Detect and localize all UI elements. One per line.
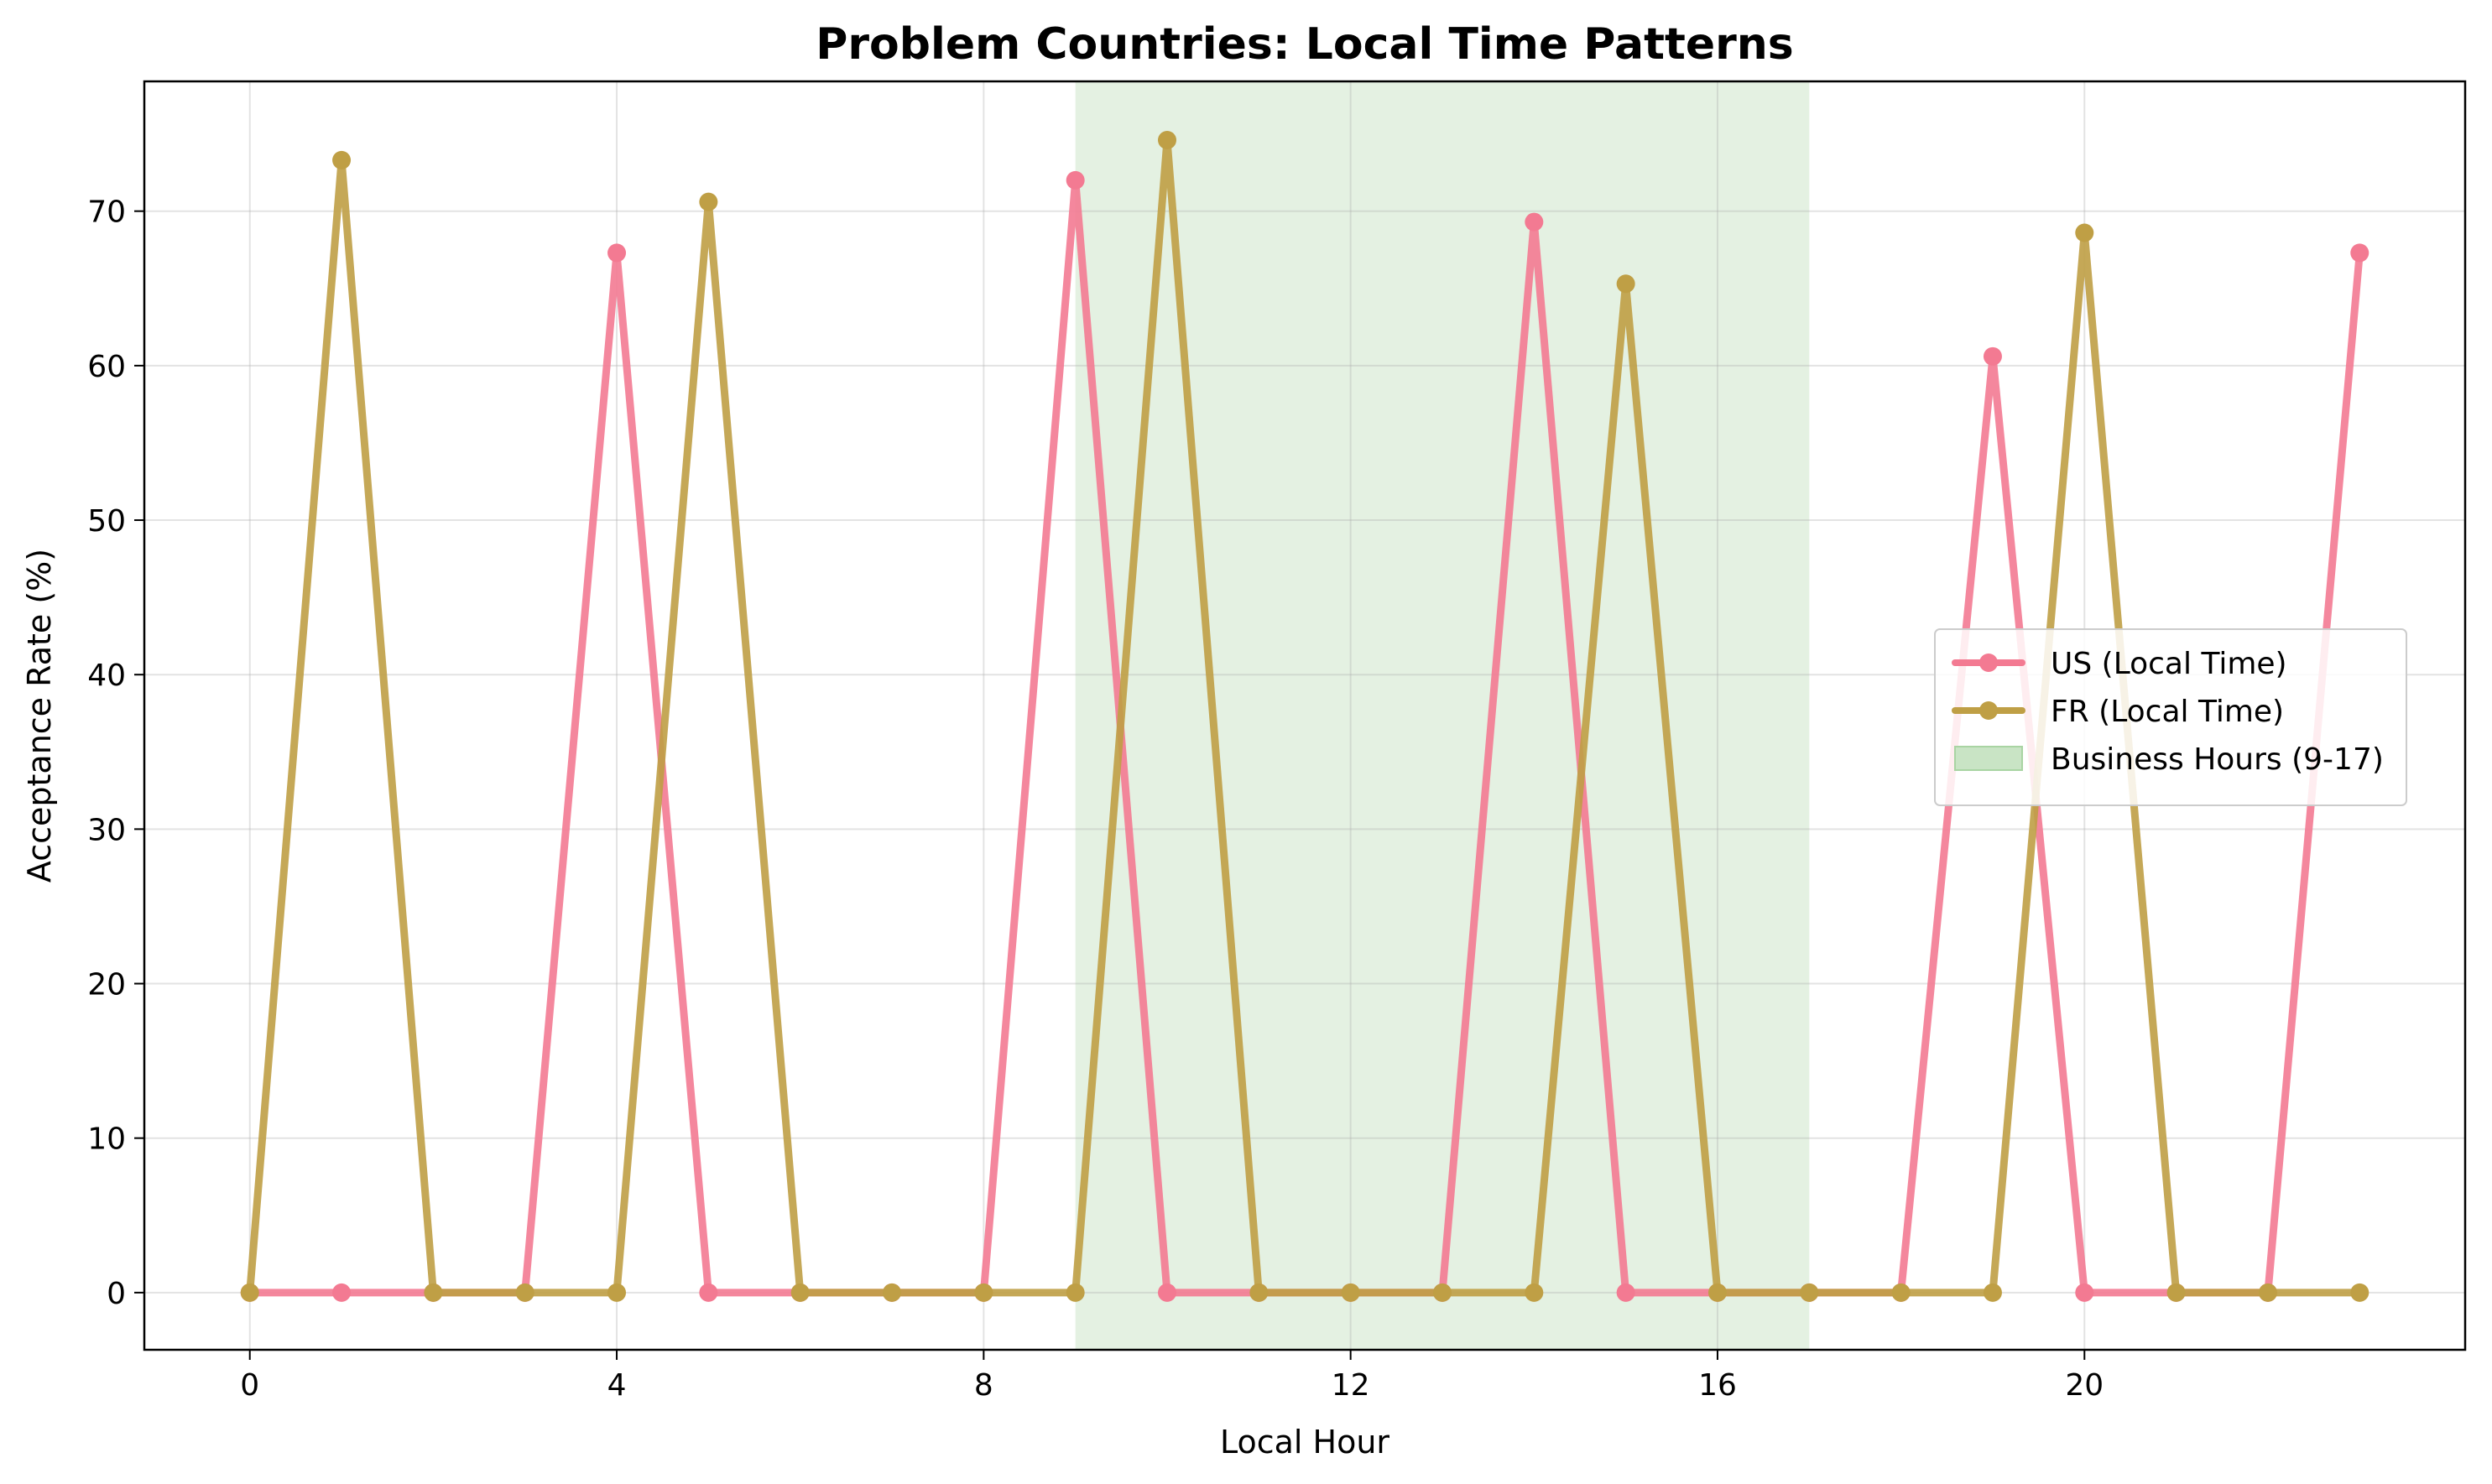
chart-title: Problem Countries: Local Time Patterns (816, 19, 1793, 70)
x-tick-label: 12 (1332, 1368, 1370, 1403)
legend-swatch-business-hours (1954, 746, 2023, 771)
data-point-us (699, 1283, 718, 1302)
data-point-us (2350, 243, 2369, 263)
data-point-us (1616, 1283, 1635, 1302)
legend-box (1934, 628, 2407, 806)
data-point-fr (1066, 1283, 1085, 1302)
y-tick-label: 50 (87, 504, 126, 539)
data-point-fr (240, 1283, 259, 1302)
data-point-fr (2075, 223, 2094, 242)
data-point-us (2075, 1283, 2094, 1302)
data-point-fr (1525, 1283, 1544, 1302)
data-point-fr (699, 192, 718, 211)
data-point-us (1158, 1283, 1177, 1302)
data-point-fr (790, 1283, 810, 1302)
data-point-fr (2350, 1283, 2369, 1302)
y-tick-label: 30 (87, 813, 126, 847)
data-point-fr (1432, 1283, 1452, 1302)
data-point-fr (515, 1283, 534, 1302)
y-tick-label: 40 (87, 659, 126, 693)
legend-label-business-hours: Business Hours (9-17) (2051, 742, 2384, 777)
legend-marker-fr (1979, 701, 1998, 720)
legend-label-us: US (Local Time) (2051, 647, 2287, 681)
data-point-fr (332, 150, 352, 169)
y-tick-label: 70 (87, 195, 126, 230)
legend-marker-us (1979, 653, 1998, 672)
x-tick-label: 8 (974, 1368, 993, 1403)
plot-frame (143, 80, 2467, 1351)
data-point-fr (2258, 1283, 2277, 1302)
series-line-fr (246, 136, 2360, 1297)
data-point-fr (1800, 1283, 1819, 1302)
data-point-fr (1249, 1283, 1269, 1302)
data-point-fr (2166, 1283, 2186, 1302)
x-tick-label: 16 (1698, 1368, 1737, 1403)
data-point-us (1066, 170, 1085, 190)
y-tick-label: 10 (87, 1122, 126, 1157)
data-point-fr (974, 1283, 993, 1302)
data-point-fr (1341, 1283, 1360, 1302)
x-tick-label: 4 (607, 1368, 627, 1403)
x-axis-label: Local Hour (1220, 1424, 1389, 1461)
y-tick-label: 0 (107, 1277, 126, 1311)
y-tick-label: 20 (87, 968, 126, 1002)
data-point-fr (1891, 1283, 1911, 1302)
data-point-us (332, 1283, 352, 1302)
x-tick-label: 20 (2065, 1368, 2104, 1403)
legend-label-fr: FR (Local Time) (2051, 695, 2284, 729)
data-point-fr (1707, 1283, 1727, 1302)
data-point-fr (1616, 274, 1635, 294)
x-tick-label: 0 (240, 1368, 259, 1403)
data-point-fr (424, 1283, 443, 1302)
data-point-fr (883, 1283, 902, 1302)
data-point-us (1983, 346, 2002, 366)
data-point-fr (1983, 1283, 2002, 1302)
legend: US (Local Time) FR (Local Time) Business… (1934, 628, 2407, 806)
data-point-fr (1158, 130, 1177, 149)
y-axis-label: Acceptance Rate (%) (21, 549, 58, 883)
y-tick-label: 60 (87, 350, 126, 384)
business-hours-region (1075, 81, 1810, 1350)
data-point-us (1525, 212, 1544, 232)
data-point-us (607, 243, 627, 263)
data-point-fr (607, 1283, 627, 1302)
